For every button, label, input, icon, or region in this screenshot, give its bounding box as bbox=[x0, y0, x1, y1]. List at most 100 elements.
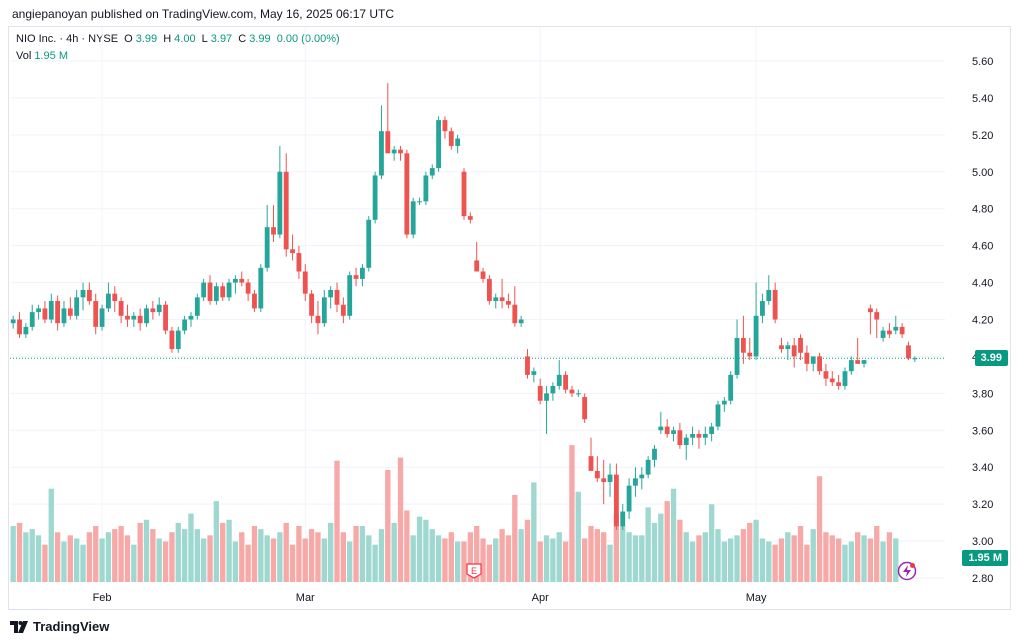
volume-bar bbox=[296, 526, 302, 582]
candle-body bbox=[410, 201, 416, 235]
candle-body bbox=[283, 171, 289, 250]
candle-body bbox=[601, 478, 607, 482]
candle-body bbox=[429, 168, 435, 176]
candle-body bbox=[855, 360, 861, 364]
candle-body bbox=[912, 358, 918, 360]
candle-body bbox=[175, 330, 181, 350]
volume-bar bbox=[302, 538, 308, 582]
volume-bar bbox=[486, 544, 493, 582]
volume-bar bbox=[48, 488, 54, 582]
candle-body bbox=[817, 356, 822, 372]
candle-body bbox=[613, 474, 619, 527]
volume-bar bbox=[493, 538, 499, 582]
volume-bar bbox=[137, 522, 143, 582]
candle-body bbox=[353, 275, 359, 279]
volume-bar bbox=[505, 535, 512, 582]
volume-bar bbox=[499, 529, 505, 582]
last-price-badge: 3.99 bbox=[974, 350, 1008, 366]
earnings-marker-icon[interactable]: E bbox=[466, 563, 482, 579]
candle-body bbox=[309, 293, 315, 316]
volume-bar bbox=[54, 532, 61, 582]
volume-bar bbox=[759, 538, 766, 582]
candle-body bbox=[245, 282, 251, 294]
x-tick-label: Feb bbox=[93, 592, 112, 604]
candle-body bbox=[315, 315, 321, 324]
volume-bar bbox=[194, 529, 200, 582]
candle-body bbox=[398, 149, 403, 154]
candle-body bbox=[321, 297, 327, 324]
candle-body bbox=[74, 297, 80, 316]
candle-body bbox=[23, 326, 29, 335]
volume-bar bbox=[156, 538, 162, 582]
candle-body bbox=[220, 286, 226, 298]
candle-body bbox=[556, 374, 562, 386]
volume-bar bbox=[848, 541, 854, 582]
y-tick-label: 3.20 bbox=[972, 499, 993, 511]
symbol-label[interactable]: NIO Inc. · 4h · NYSE bbox=[16, 33, 119, 45]
volume-bar bbox=[639, 535, 645, 582]
candle-body bbox=[658, 426, 664, 431]
volume-bar bbox=[861, 535, 867, 582]
candle-body bbox=[836, 382, 842, 386]
volume-bar bbox=[664, 501, 670, 582]
candle-body bbox=[423, 175, 429, 202]
volume-bar bbox=[785, 532, 791, 582]
volume-bar bbox=[239, 532, 245, 582]
candle-body bbox=[499, 297, 505, 302]
volume-bar bbox=[543, 535, 550, 582]
candle-body bbox=[493, 297, 499, 302]
y-tick-label: 5.60 bbox=[972, 56, 993, 68]
last-volume-badge: 1.95 M bbox=[962, 550, 1008, 566]
y-tick-label: 4.20 bbox=[972, 315, 993, 327]
candle-body bbox=[359, 267, 365, 279]
volume-bar bbox=[423, 519, 429, 582]
volume-bar bbox=[658, 513, 664, 582]
candle-body bbox=[442, 120, 448, 132]
candle-body bbox=[518, 319, 524, 324]
volume-bar bbox=[810, 529, 816, 582]
volume-bar bbox=[42, 544, 48, 582]
volume-bar bbox=[359, 526, 366, 582]
earnings-marker-label: E bbox=[471, 566, 477, 576]
candle-body bbox=[607, 474, 613, 482]
y-tick-label: 3.80 bbox=[972, 388, 993, 400]
candle-body bbox=[461, 171, 467, 217]
volume-bar bbox=[569, 445, 575, 582]
candle-body bbox=[334, 289, 340, 305]
volume-bar bbox=[797, 526, 804, 582]
candle-body bbox=[379, 131, 384, 176]
candle-body bbox=[42, 308, 48, 320]
volume-bar bbox=[588, 526, 594, 582]
candle-body bbox=[804, 352, 810, 364]
volume-bar bbox=[874, 526, 880, 582]
volume-bar bbox=[226, 519, 232, 582]
volume-bar bbox=[175, 522, 181, 582]
candle-body bbox=[137, 315, 143, 324]
candle-body bbox=[455, 138, 461, 146]
candle-body bbox=[728, 374, 734, 401]
candle-body bbox=[575, 393, 581, 395]
volume-bar bbox=[626, 532, 632, 582]
candle-body bbox=[531, 371, 537, 375]
volume-bar bbox=[207, 535, 213, 582]
volume-bar bbox=[448, 532, 454, 582]
volume-bar bbox=[347, 541, 353, 582]
volume-bar bbox=[378, 529, 385, 582]
volume-bar bbox=[162, 541, 169, 582]
candle-body bbox=[67, 308, 73, 316]
lightning-icon[interactable] bbox=[897, 561, 917, 581]
volume-bar bbox=[74, 538, 80, 582]
volume-bar bbox=[537, 541, 543, 582]
candle-body bbox=[842, 371, 848, 386]
candle-body bbox=[10, 319, 16, 324]
footer-brand[interactable]: TradingView bbox=[10, 619, 109, 634]
tradingview-logo-icon bbox=[10, 620, 28, 633]
volume-bar bbox=[93, 526, 99, 582]
volume-bar bbox=[334, 460, 340, 582]
candle-body bbox=[290, 249, 295, 254]
candle-body bbox=[652, 448, 657, 460]
candle-body bbox=[874, 312, 880, 320]
candle-body bbox=[296, 253, 302, 272]
volume-legend: Vol 1.95 M bbox=[16, 50, 68, 62]
